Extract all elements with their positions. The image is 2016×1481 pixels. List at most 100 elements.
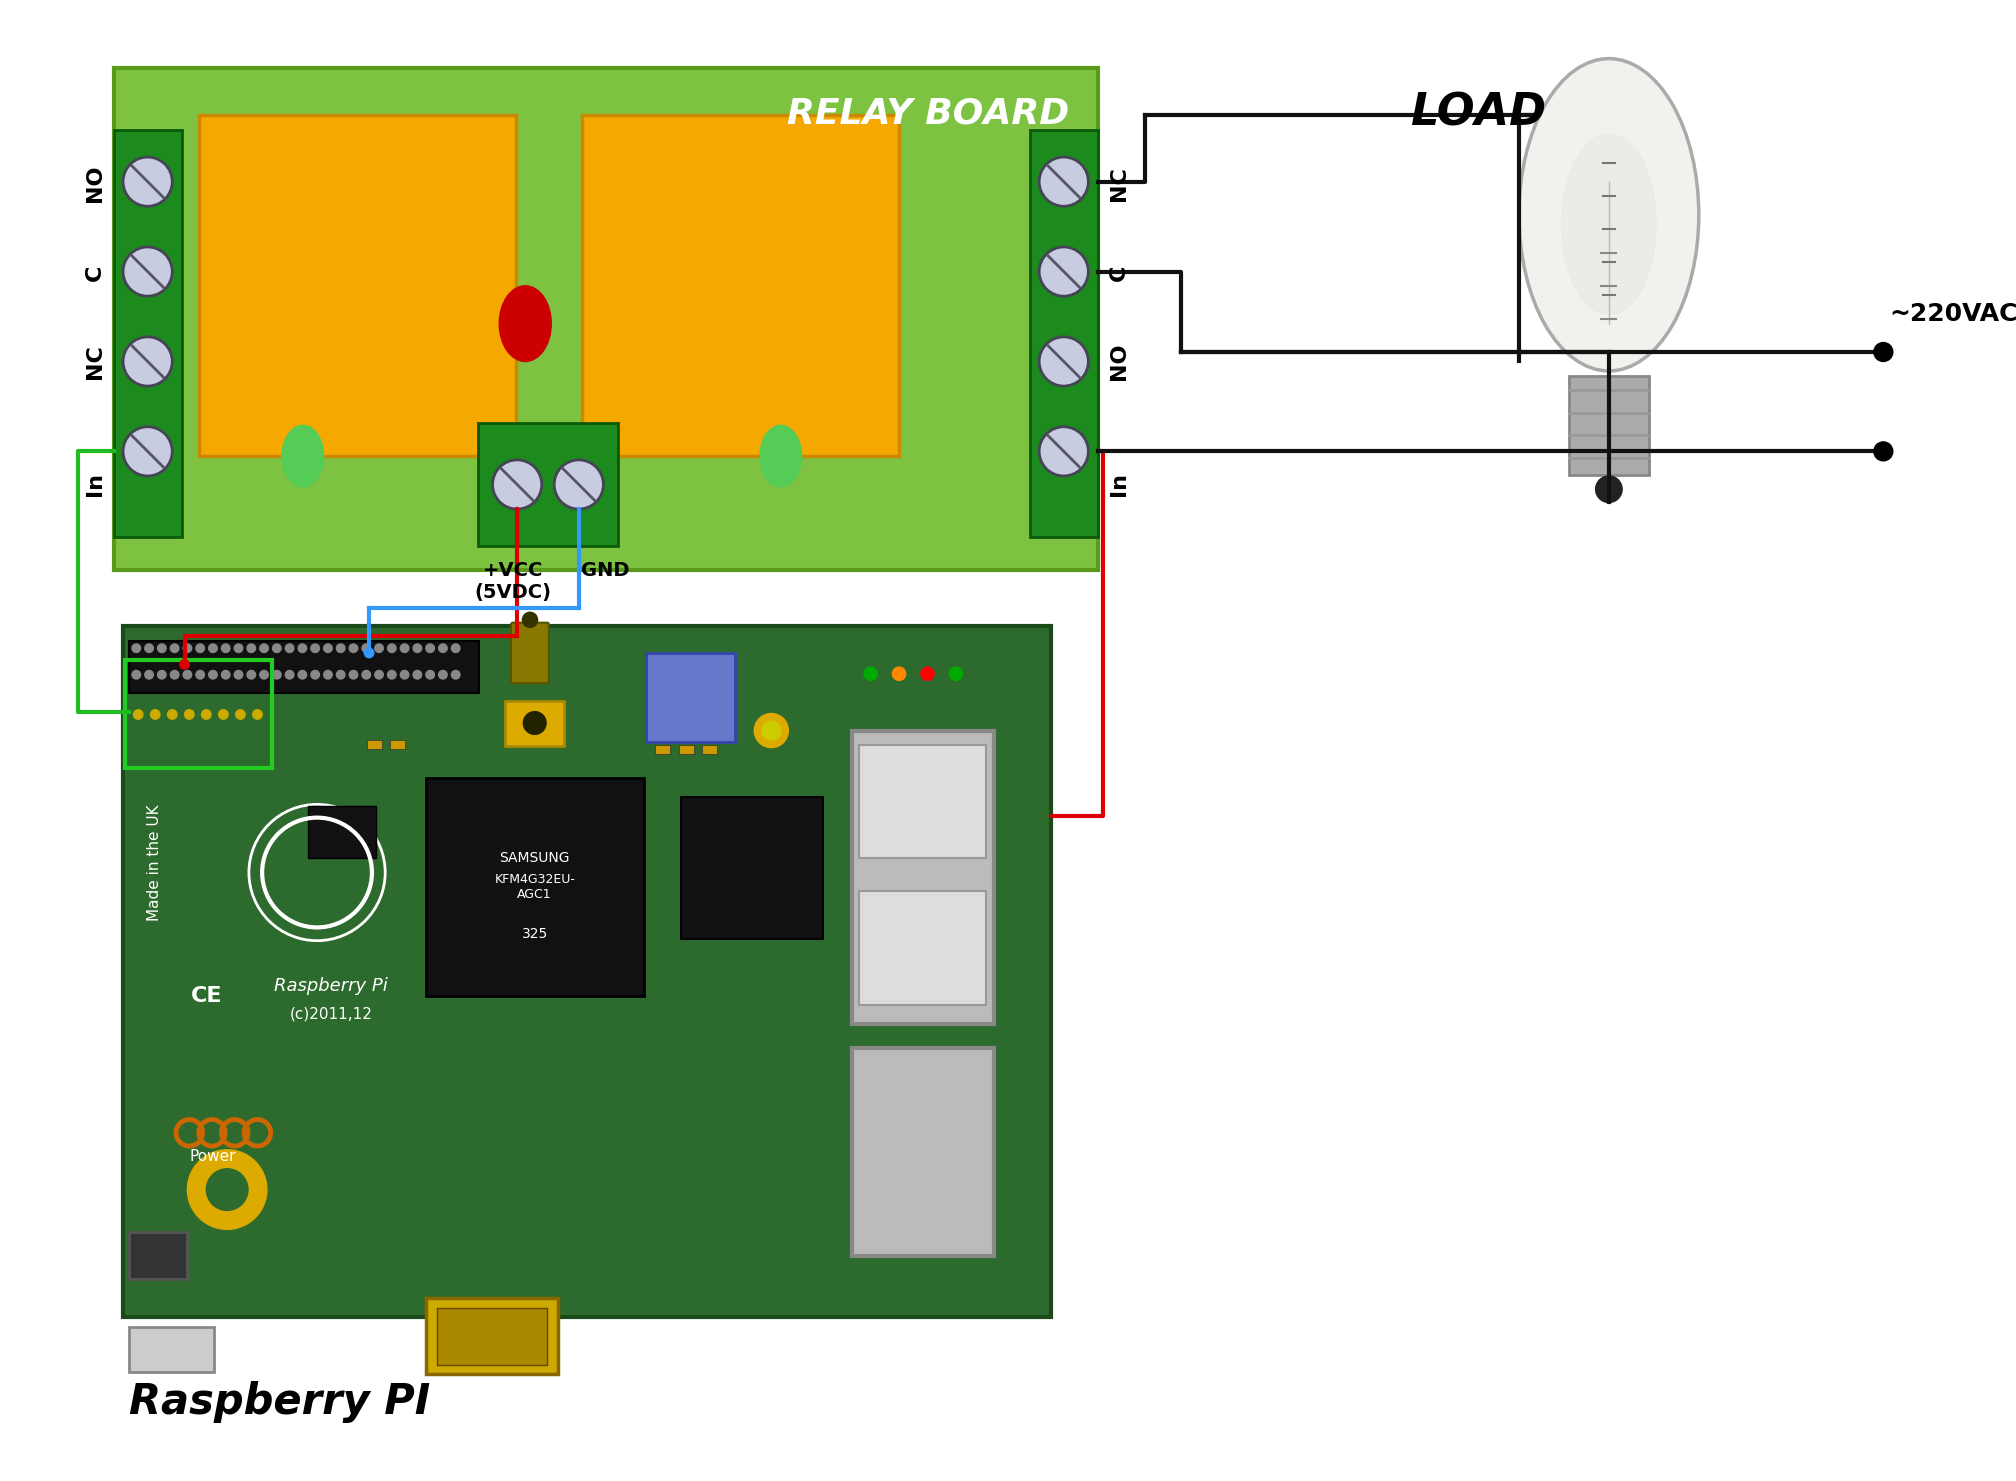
FancyBboxPatch shape — [113, 68, 1099, 570]
Circle shape — [425, 671, 433, 678]
FancyBboxPatch shape — [679, 745, 694, 754]
Circle shape — [272, 671, 280, 678]
Circle shape — [145, 671, 153, 678]
Circle shape — [260, 644, 268, 653]
Text: Made in the UK: Made in the UK — [147, 804, 161, 921]
Text: KFM4G32EU-
AGC1: KFM4G32EU- AGC1 — [494, 872, 575, 900]
FancyBboxPatch shape — [859, 892, 986, 1006]
Circle shape — [401, 671, 409, 678]
Text: GND: GND — [581, 561, 629, 581]
Circle shape — [183, 644, 192, 653]
Circle shape — [298, 644, 306, 653]
Circle shape — [151, 709, 159, 720]
Text: In: In — [85, 472, 105, 496]
Circle shape — [1038, 247, 1089, 296]
FancyBboxPatch shape — [425, 778, 643, 995]
Circle shape — [210, 671, 218, 678]
Circle shape — [337, 671, 345, 678]
Circle shape — [252, 709, 262, 720]
Circle shape — [439, 644, 448, 653]
Circle shape — [1595, 475, 1623, 502]
Text: C: C — [1109, 264, 1129, 281]
Circle shape — [187, 1149, 266, 1229]
Text: (c)2011,12: (c)2011,12 — [290, 1007, 373, 1022]
FancyBboxPatch shape — [129, 641, 480, 693]
Circle shape — [222, 671, 230, 678]
Circle shape — [298, 671, 306, 678]
Circle shape — [248, 644, 256, 653]
Circle shape — [145, 644, 153, 653]
Circle shape — [865, 666, 877, 680]
FancyBboxPatch shape — [129, 1327, 214, 1373]
Circle shape — [492, 461, 542, 509]
Circle shape — [123, 427, 171, 475]
FancyBboxPatch shape — [510, 622, 548, 683]
Circle shape — [131, 644, 141, 653]
Ellipse shape — [500, 286, 550, 361]
Text: NO: NO — [1109, 342, 1129, 381]
FancyBboxPatch shape — [859, 745, 986, 859]
Circle shape — [413, 644, 421, 653]
Circle shape — [218, 709, 228, 720]
Circle shape — [387, 644, 395, 653]
Text: NC: NC — [1109, 166, 1129, 201]
Text: LOAD: LOAD — [1409, 92, 1546, 135]
Circle shape — [286, 644, 294, 653]
FancyBboxPatch shape — [851, 730, 994, 1023]
Circle shape — [202, 709, 212, 720]
Text: NC: NC — [85, 344, 105, 379]
Circle shape — [169, 644, 179, 653]
Ellipse shape — [1518, 59, 1699, 370]
Circle shape — [286, 671, 294, 678]
Ellipse shape — [1562, 135, 1657, 314]
Circle shape — [310, 644, 319, 653]
Circle shape — [310, 671, 319, 678]
Circle shape — [133, 709, 143, 720]
Circle shape — [365, 649, 373, 658]
Circle shape — [387, 671, 395, 678]
Text: +VCC
(5VDC): +VCC (5VDC) — [476, 561, 552, 603]
FancyBboxPatch shape — [129, 1232, 187, 1280]
Circle shape — [167, 709, 177, 720]
Circle shape — [921, 666, 933, 680]
FancyBboxPatch shape — [437, 1308, 546, 1364]
Circle shape — [754, 714, 788, 748]
Circle shape — [325, 644, 333, 653]
FancyBboxPatch shape — [702, 745, 718, 754]
Circle shape — [524, 712, 546, 735]
Circle shape — [452, 671, 460, 678]
Text: 325: 325 — [522, 927, 548, 940]
Circle shape — [234, 671, 242, 678]
Circle shape — [123, 247, 171, 296]
Circle shape — [1038, 157, 1089, 206]
Circle shape — [157, 671, 165, 678]
Circle shape — [206, 1169, 248, 1210]
FancyBboxPatch shape — [1030, 130, 1099, 536]
Circle shape — [554, 461, 603, 509]
Circle shape — [893, 666, 905, 680]
Circle shape — [452, 644, 460, 653]
FancyBboxPatch shape — [367, 740, 383, 749]
FancyBboxPatch shape — [681, 797, 823, 939]
Circle shape — [183, 671, 192, 678]
FancyBboxPatch shape — [506, 701, 564, 746]
Circle shape — [210, 644, 218, 653]
FancyBboxPatch shape — [851, 1047, 994, 1256]
FancyBboxPatch shape — [425, 1299, 558, 1374]
FancyBboxPatch shape — [389, 740, 405, 749]
Text: NO: NO — [85, 164, 105, 203]
Circle shape — [185, 709, 194, 720]
Text: Raspberry PI: Raspberry PI — [129, 1382, 429, 1423]
Circle shape — [363, 644, 371, 653]
FancyBboxPatch shape — [583, 116, 899, 456]
Circle shape — [439, 671, 448, 678]
Circle shape — [196, 644, 204, 653]
Text: RELAY BOARD: RELAY BOARD — [786, 96, 1068, 130]
Circle shape — [950, 666, 962, 680]
Text: Power: Power — [190, 1149, 236, 1164]
Circle shape — [248, 671, 256, 678]
Circle shape — [179, 659, 190, 669]
Circle shape — [375, 671, 383, 678]
Ellipse shape — [282, 425, 325, 487]
Text: SAMSUNG: SAMSUNG — [500, 852, 571, 865]
